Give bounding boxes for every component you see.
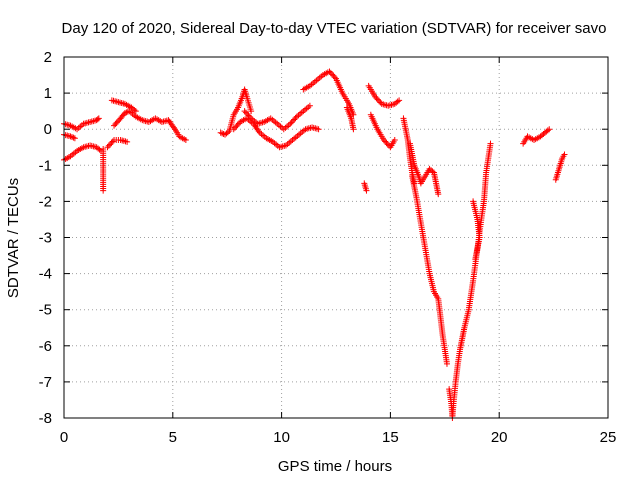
data-point: [245, 112, 252, 119]
data-point: [111, 122, 118, 129]
data-point: [113, 119, 120, 126]
y-tick-label: 2: [44, 49, 52, 66]
data-point: [242, 109, 249, 116]
x-tick-label: 0: [60, 429, 68, 446]
data-point: [121, 109, 128, 116]
data-point: [383, 139, 390, 146]
data-point: [232, 124, 239, 131]
data-point: [287, 120, 294, 127]
data-point: [244, 111, 251, 118]
data-point: [182, 137, 189, 144]
data-point: [380, 137, 387, 144]
data-points: [61, 68, 568, 421]
data-point: [248, 108, 255, 115]
data-point: [96, 146, 103, 153]
data-point: [374, 96, 381, 103]
data-point: [376, 98, 383, 105]
data-point: [443, 360, 450, 367]
data-point: [472, 256, 479, 263]
y-tick-labels: 2 1 0 -1 -2 -3 -4 -5 -6 -7 -8: [39, 49, 52, 427]
data-point: [224, 129, 231, 136]
data-point: [114, 118, 121, 125]
data-point: [382, 138, 389, 145]
x-tick-label: 15: [382, 429, 399, 446]
data-point: [234, 121, 241, 128]
data-point: [330, 72, 337, 79]
data-point: [327, 69, 334, 76]
y-tick-label: 0: [44, 121, 52, 138]
y-tick-label: -2: [39, 193, 52, 210]
data-point: [372, 93, 379, 100]
data-point: [68, 134, 75, 141]
data-point: [561, 151, 568, 158]
y-tick-label: 1: [44, 85, 52, 102]
data-point: [373, 95, 380, 102]
data-point: [329, 71, 336, 78]
data-point: [233, 123, 240, 130]
data-point: [546, 126, 553, 133]
y-tick-label: -3: [39, 230, 52, 247]
data-point: [394, 98, 401, 105]
data-point: [396, 97, 403, 104]
x-axis-label: GPS time / hours: [278, 458, 392, 475]
data-point: [292, 115, 299, 122]
data-point: [217, 129, 224, 136]
y-tick-label: -5: [39, 302, 52, 319]
data-point: [487, 140, 494, 147]
y-tick-label: -8: [39, 410, 52, 427]
x-tick-label: 20: [491, 429, 508, 446]
y-tick-label: -7: [39, 374, 52, 391]
chart-title: Day 120 of 2020, Sidereal Day-to-day VTE…: [62, 20, 607, 37]
data-point: [71, 135, 78, 142]
x-tick-label: 10: [273, 429, 290, 446]
data-point: [331, 74, 338, 81]
data-point: [124, 108, 131, 115]
data-point: [220, 131, 227, 138]
data-point: [291, 116, 298, 123]
data-point: [108, 139, 115, 146]
data-point: [124, 138, 131, 145]
data-point: [246, 113, 253, 120]
data-point: [326, 68, 333, 75]
data-point: [288, 119, 295, 126]
data-point: [289, 117, 296, 124]
y-tick-label: -4: [39, 266, 52, 283]
data-point: [109, 138, 116, 145]
y-axis-label: SDTVAR / TECUs: [5, 178, 22, 298]
x-tick-label: 25: [600, 429, 617, 446]
y-tick-label: -1: [39, 157, 52, 174]
data-point: [544, 127, 551, 134]
data-point: [67, 133, 74, 140]
y-tick-label: -6: [39, 338, 52, 355]
data-point: [70, 134, 77, 141]
data-point: [112, 121, 119, 128]
data-point: [105, 142, 112, 149]
data-point: [104, 144, 111, 151]
data-point: [350, 126, 357, 133]
data-point: [131, 106, 138, 113]
data-point: [384, 141, 391, 148]
data-point: [429, 168, 436, 175]
data-point: [107, 141, 114, 148]
x-tick-labels: 0 5 10 15 20 25: [60, 429, 617, 446]
data-point: [391, 137, 398, 144]
data-point: [363, 187, 370, 194]
axis-ticks: [63, 56, 609, 419]
data-point: [230, 126, 237, 133]
data-point: [94, 116, 101, 123]
grid-lines: [64, 57, 608, 418]
data-point: [241, 108, 248, 115]
data-point: [95, 115, 102, 122]
data-point: [100, 187, 107, 194]
data-point: [435, 191, 442, 198]
data-point: [306, 102, 313, 109]
data-point: [315, 126, 322, 133]
x-tick-label: 5: [169, 429, 177, 446]
data-point: [132, 108, 139, 115]
